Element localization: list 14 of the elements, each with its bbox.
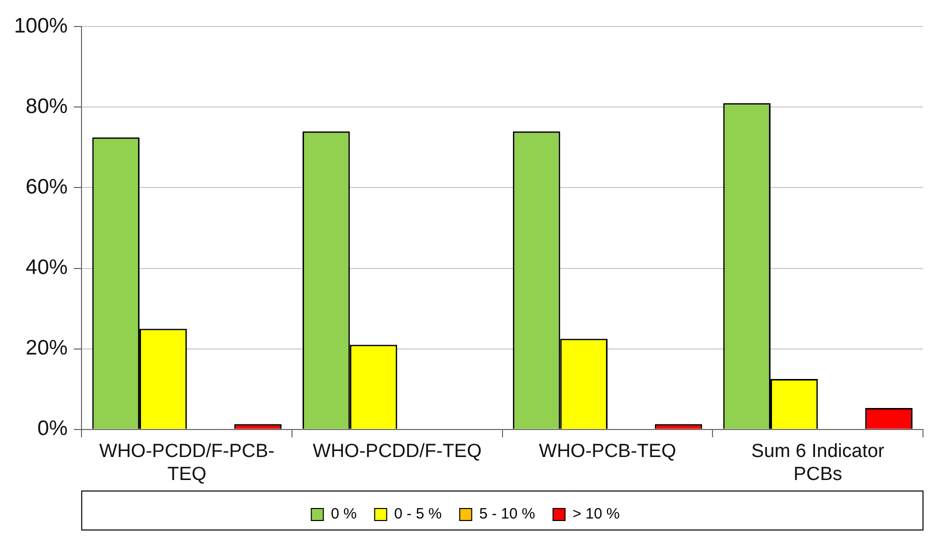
y-tick-label: 0%: [37, 417, 68, 440]
x-tick-label: WHO-PCDD/F-PCB-TEQ: [99, 441, 274, 485]
legend-label: > 10 %: [572, 506, 620, 523]
y-tick-label: 20%: [26, 336, 68, 360]
y-tick-label: 80%: [26, 94, 68, 118]
x-tick-label: Sum 6 Indicator PCBs: [751, 441, 886, 485]
legend-label: 5 - 10 %: [479, 506, 536, 523]
x-tick-label: WHO-PCDD/F-TEQ: [312, 441, 482, 462]
y-tick-label: 100%: [14, 14, 68, 38]
y-tick-label: 40%: [26, 256, 68, 280]
y-tick-label: 60%: [26, 176, 68, 199]
legend-label: 0 - 5 %: [394, 506, 442, 523]
legend-label: 0 %: [330, 506, 357, 523]
x-tick-label: WHO-PCB-TEQ: [538, 441, 676, 462]
